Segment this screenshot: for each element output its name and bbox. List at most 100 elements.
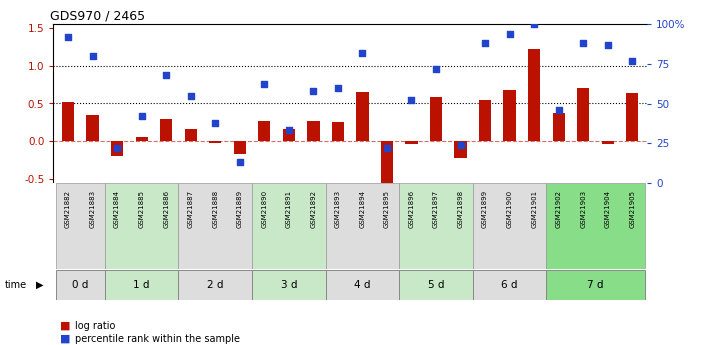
Text: GSM21896: GSM21896 (409, 190, 415, 228)
Bar (252, 183, 326, 269)
Bar (381, 141, 393, 188)
Bar (547, 183, 645, 269)
Bar (178, 270, 252, 299)
Bar (400, 183, 473, 269)
Text: ▶: ▶ (36, 280, 43, 289)
Text: GSM21899: GSM21899 (482, 190, 488, 228)
Text: GSM21895: GSM21895 (384, 190, 390, 228)
Bar (160, 119, 172, 141)
Point (528, 21, 540, 27)
Bar (307, 121, 319, 141)
Point (602, 42, 614, 48)
Bar (62, 102, 74, 141)
Bar (473, 270, 547, 299)
Bar (185, 129, 197, 141)
Text: 5 d: 5 d (428, 280, 444, 289)
Text: 1 d: 1 d (134, 280, 150, 289)
Point (112, 145, 123, 151)
Text: 6 d: 6 d (501, 280, 518, 289)
Bar (252, 270, 326, 299)
Text: 7 d: 7 d (587, 280, 604, 289)
Bar (405, 141, 417, 144)
Point (161, 72, 172, 78)
Text: GSM21894: GSM21894 (360, 190, 365, 228)
Text: GSM21893: GSM21893 (335, 190, 341, 228)
Text: GSM21884: GSM21884 (114, 190, 120, 228)
Bar (178, 183, 252, 269)
Text: GSM21888: GSM21888 (213, 190, 218, 228)
Text: log ratio: log ratio (75, 321, 115, 331)
Point (63, 34, 74, 40)
Point (553, 107, 565, 112)
Bar (209, 141, 221, 143)
Text: GSM21898: GSM21898 (458, 190, 464, 228)
Bar (602, 141, 614, 144)
Bar (326, 183, 400, 269)
Point (381, 145, 392, 151)
Point (185, 93, 196, 98)
Bar (87, 115, 99, 141)
Text: GSM21904: GSM21904 (605, 190, 611, 228)
Bar (552, 113, 565, 141)
Bar (326, 270, 400, 299)
Text: GSM21901: GSM21901 (531, 190, 538, 228)
Point (332, 85, 343, 90)
Bar (136, 137, 148, 141)
Text: 0 d: 0 d (72, 280, 88, 289)
Text: 2 d: 2 d (207, 280, 223, 289)
Bar (503, 90, 515, 141)
Point (234, 159, 245, 165)
Bar (55, 183, 105, 269)
Text: ■: ■ (60, 321, 71, 331)
Point (504, 31, 515, 37)
Bar (234, 141, 246, 154)
Text: GSM21900: GSM21900 (507, 190, 513, 228)
Text: GSM21905: GSM21905 (629, 190, 636, 228)
Point (283, 128, 294, 133)
Text: GSM21886: GSM21886 (163, 190, 169, 228)
Bar (332, 122, 344, 141)
Text: GSM21902: GSM21902 (556, 190, 562, 228)
Bar (626, 93, 638, 141)
Point (626, 58, 638, 63)
Text: 3 d: 3 d (281, 280, 297, 289)
Point (455, 142, 466, 148)
Bar (577, 88, 589, 141)
Bar (430, 97, 442, 141)
Point (308, 88, 319, 93)
Text: 4 d: 4 d (354, 280, 370, 289)
Point (430, 66, 442, 71)
Text: GSM21897: GSM21897 (433, 190, 439, 228)
Text: GDS970 / 2465: GDS970 / 2465 (50, 10, 146, 23)
Bar (400, 270, 473, 299)
Bar (356, 92, 368, 141)
Text: GSM21890: GSM21890 (262, 190, 267, 228)
Text: GSM21892: GSM21892 (311, 190, 316, 228)
Point (406, 98, 417, 103)
Bar (105, 183, 178, 269)
Point (87, 53, 98, 59)
Point (136, 114, 147, 119)
Bar (528, 49, 540, 141)
Bar (547, 270, 645, 299)
Point (210, 120, 221, 125)
Point (357, 50, 368, 56)
Text: GSM21887: GSM21887 (188, 190, 193, 228)
Point (259, 82, 270, 87)
Bar (258, 121, 270, 141)
Point (479, 40, 491, 46)
Bar (55, 270, 105, 299)
Text: time: time (5, 280, 27, 289)
Text: GSM21889: GSM21889 (237, 190, 242, 228)
Bar (454, 141, 466, 158)
Text: GSM21883: GSM21883 (90, 190, 95, 228)
Point (577, 40, 589, 46)
Bar (283, 129, 295, 141)
Bar (473, 183, 547, 269)
Text: percentile rank within the sample: percentile rank within the sample (75, 334, 240, 344)
Bar (111, 141, 123, 156)
Text: GSM21903: GSM21903 (580, 190, 587, 228)
Bar (105, 270, 178, 299)
Text: ■: ■ (60, 334, 71, 344)
Text: GSM21885: GSM21885 (139, 190, 144, 228)
